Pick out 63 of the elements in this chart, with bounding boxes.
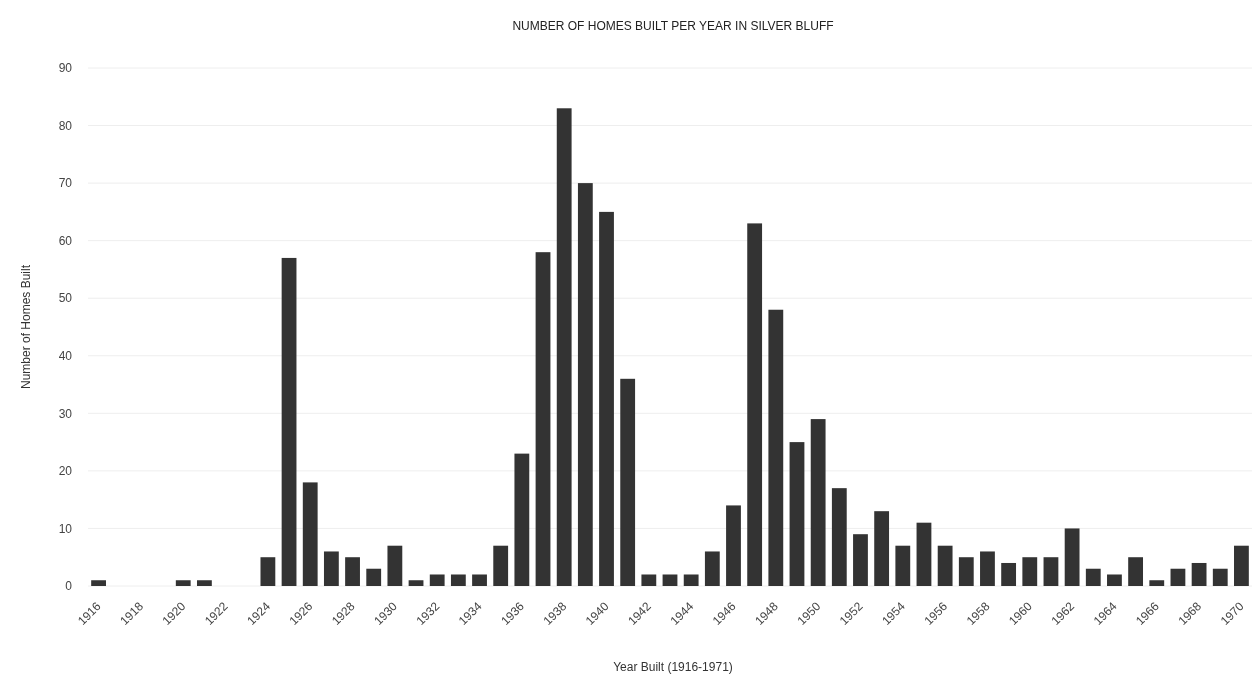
bar (937, 545, 953, 586)
bar (768, 309, 784, 586)
bar (980, 551, 995, 586)
chart-title: NUMBER OF HOMES BUILT PER YEAR IN SILVER BLUFF (512, 19, 834, 33)
bar (1234, 545, 1249, 586)
bar (323, 551, 339, 586)
bar (1064, 528, 1080, 586)
bar (874, 511, 890, 586)
y-tick-label: 40 (58, 348, 73, 363)
bar (895, 545, 911, 586)
bar (472, 574, 487, 586)
bar (514, 453, 530, 586)
y-tick-label: 50 (58, 291, 73, 306)
bar (916, 522, 932, 586)
bar (175, 580, 191, 586)
bar (1043, 557, 1059, 586)
bar (1212, 568, 1228, 586)
bar (196, 580, 212, 586)
bar (366, 568, 382, 586)
bar (556, 108, 572, 586)
bar (726, 505, 741, 586)
bar (281, 257, 297, 586)
bar (1191, 562, 1207, 586)
y-tick-label: 80 (58, 118, 73, 133)
bar (1001, 562, 1017, 586)
y-tick-label: 20 (58, 464, 73, 479)
bar (450, 574, 466, 586)
bar (345, 557, 360, 586)
bar (302, 482, 318, 586)
bar (1085, 568, 1101, 586)
bar (641, 574, 657, 586)
y-tick-label: 10 (58, 521, 73, 536)
bar (599, 211, 614, 586)
bar (662, 574, 678, 586)
bar (620, 378, 636, 586)
bar (853, 534, 868, 586)
bar (1170, 568, 1186, 586)
y-axis-title: Number of Homes Built (19, 264, 33, 390)
bar (683, 574, 699, 586)
bar (747, 223, 763, 586)
bar (493, 545, 509, 586)
y-tick-label: 70 (58, 176, 73, 191)
y-tick-label: 30 (58, 406, 73, 421)
x-axis-title: Year Built (1916-1971) (613, 660, 733, 674)
bar (535, 252, 551, 586)
bar (1107, 574, 1122, 586)
bar (387, 545, 403, 586)
bar (704, 551, 720, 586)
bar (789, 442, 805, 586)
y-tick-label: 0 (65, 579, 73, 594)
y-tick-label: 60 (58, 233, 73, 248)
bar (1149, 580, 1165, 586)
bar (577, 183, 593, 586)
bar (1022, 557, 1038, 586)
bar (831, 488, 847, 586)
bar (91, 580, 106, 586)
y-tick-label: 90 (58, 61, 73, 76)
bar (260, 557, 276, 586)
bar (810, 419, 826, 586)
bar (429, 574, 445, 586)
bar (1128, 557, 1143, 586)
bar (408, 580, 424, 586)
bar (958, 557, 974, 586)
